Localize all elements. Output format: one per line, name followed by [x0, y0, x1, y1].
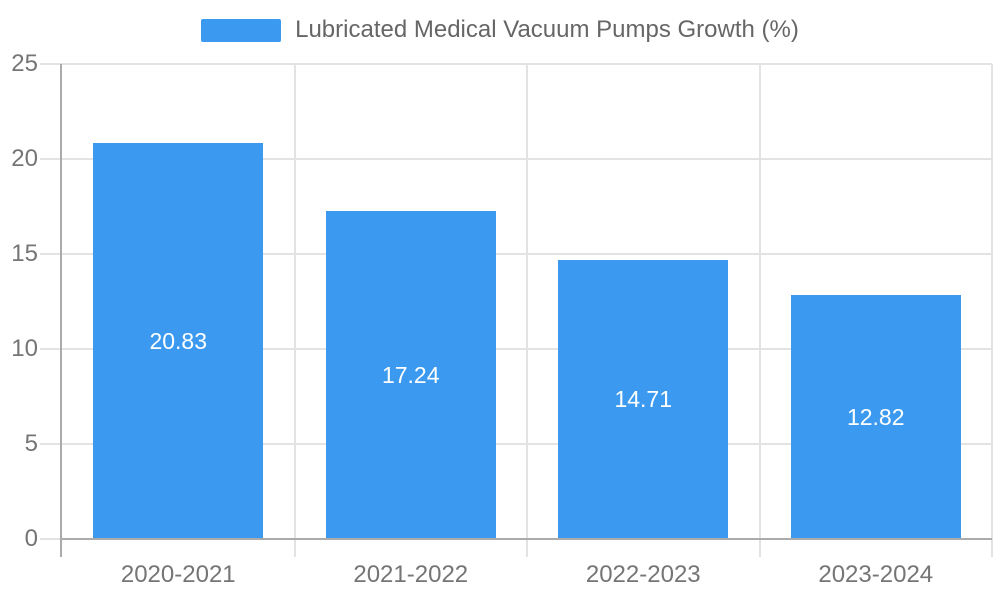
- bar: 17.24: [325, 211, 496, 539]
- y-tick-label: 0: [24, 525, 38, 552]
- y-axis-tick: [40, 253, 62, 255]
- bar-value-label: 17.24: [381, 361, 440, 388]
- bar: 12.82: [790, 295, 961, 539]
- y-axis-tick: [40, 63, 62, 65]
- x-tick-label: 2023-2024: [818, 561, 934, 588]
- y-tick-label: 20: [11, 145, 38, 172]
- y-axis: [60, 64, 62, 557]
- x-axis-tick: [293, 539, 296, 557]
- bar-value-label: 20.83: [149, 327, 208, 354]
- gridline-v: [293, 64, 296, 539]
- x-tick-label: 2022-2023: [585, 561, 701, 588]
- y-axis-tick: [40, 158, 62, 160]
- y-tick-label: 15: [11, 240, 38, 267]
- gridline-v: [991, 64, 993, 539]
- x-tick-label: 2021-2022: [353, 561, 469, 588]
- x-axis: [60, 538, 992, 540]
- legend: Lubricated Medical Vacuum Pumps Growth (…: [0, 16, 1000, 44]
- y-tick-label: 10: [11, 335, 38, 362]
- gridline-v: [758, 64, 761, 539]
- legend-swatch: [201, 18, 282, 42]
- y-axis-tick: [40, 443, 62, 445]
- bar-value-label: 14.71: [614, 385, 673, 412]
- x-tick-label: 2020-2021: [120, 561, 236, 588]
- x-axis-tick: [758, 539, 761, 557]
- x-axis-tick: [526, 539, 528, 557]
- gridline-v: [526, 64, 528, 539]
- bar-value-label: 12.82: [846, 403, 905, 430]
- bar: 20.83: [93, 143, 264, 539]
- x-axis-tick: [991, 539, 993, 557]
- y-tick-label: 25: [11, 50, 38, 77]
- y-axis-tick: [40, 348, 62, 350]
- legend-label: Lubricated Medical Vacuum Pumps Growth (…: [295, 16, 799, 43]
- y-axis-tick: [40, 538, 62, 540]
- y-tick-label: 5: [24, 430, 38, 457]
- bar: 14.71: [558, 259, 729, 539]
